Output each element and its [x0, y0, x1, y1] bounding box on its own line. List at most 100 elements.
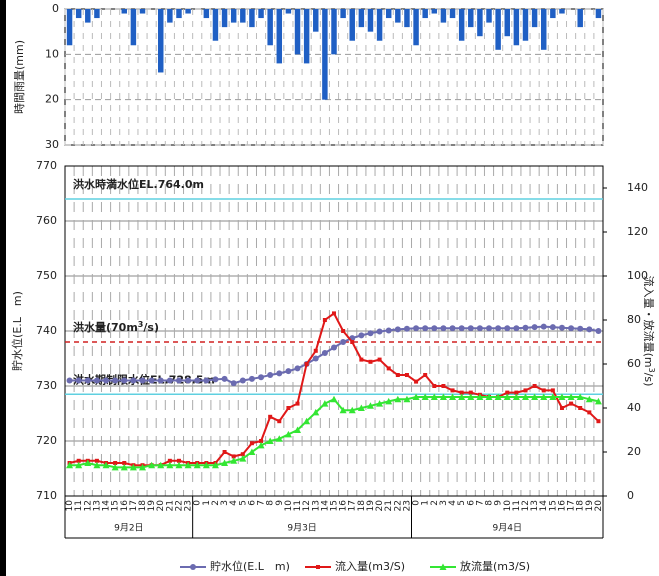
- series-line: [69, 311, 600, 467]
- marker: [358, 332, 365, 339]
- x-tick-label: 21: [165, 500, 175, 511]
- marker: [558, 324, 565, 331]
- y2-tick-label: 80: [627, 313, 641, 326]
- marker: [576, 393, 584, 400]
- marker: [587, 410, 592, 415]
- y-tick-label: 0: [52, 2, 59, 15]
- marker: [258, 374, 265, 381]
- y2-tick-label: 100: [627, 269, 648, 282]
- marker: [84, 377, 91, 384]
- marker: [202, 461, 210, 469]
- marker: [259, 439, 264, 443]
- y2-tick-label: 20: [627, 445, 641, 458]
- x-tick-label: 4: [229, 500, 239, 506]
- marker: [359, 357, 364, 362]
- marker: [75, 461, 83, 469]
- marker: [276, 370, 283, 377]
- marker: [385, 327, 392, 334]
- marker: [567, 393, 575, 400]
- marker: [348, 406, 356, 414]
- bar: [495, 9, 501, 50]
- marker: [321, 350, 328, 356]
- marker: [203, 377, 210, 384]
- marker: [285, 368, 292, 375]
- y2-axis-label-sup: 3: [648, 368, 657, 373]
- marker: [167, 458, 172, 463]
- bar: [376, 9, 383, 41]
- bar: [240, 9, 246, 23]
- marker: [331, 344, 337, 351]
- y-tick-label: 770: [36, 159, 57, 172]
- bar: [504, 9, 510, 37]
- marker: [503, 393, 511, 400]
- marker: [596, 419, 601, 424]
- marker: [512, 393, 520, 400]
- y-tick-label: 20: [45, 93, 59, 106]
- marker: [166, 377, 173, 384]
- bar: [230, 9, 237, 23]
- marker: [76, 458, 81, 463]
- marker: [294, 365, 301, 372]
- bar: [66, 9, 73, 46]
- bar: [458, 9, 465, 41]
- marker: [266, 437, 274, 444]
- x-tick-label: 11: [293, 500, 303, 511]
- marker: [184, 461, 192, 469]
- marker: [112, 377, 119, 384]
- y2-axis-label-part: /s): [642, 373, 655, 387]
- marker: [193, 461, 201, 469]
- marker: [422, 325, 429, 332]
- bar: [130, 9, 137, 46]
- x-tick-label: 12: [521, 500, 531, 511]
- x-tick-label: 3: [220, 500, 230, 506]
- marker: [194, 377, 201, 384]
- y-tick-label: 750: [36, 269, 57, 282]
- marker: [449, 393, 457, 400]
- marker: [595, 328, 602, 334]
- marker: [303, 417, 311, 425]
- bar: [559, 9, 565, 14]
- marker: [295, 401, 300, 406]
- marker: [423, 373, 428, 377]
- bar: [367, 9, 374, 32]
- marker: [121, 377, 128, 384]
- x-tick-label: 7: [257, 500, 267, 506]
- x-tick-label: 22: [393, 500, 403, 511]
- marker: [505, 390, 510, 395]
- marker: [122, 461, 127, 465]
- x-tick-label: 0: [193, 500, 203, 506]
- day-label: 9月3日: [287, 523, 316, 534]
- x-tick-label: 1: [421, 500, 431, 506]
- bar: [249, 9, 255, 28]
- marker: [221, 375, 228, 382]
- day-label: 9月4日: [493, 523, 522, 534]
- bar: [395, 9, 401, 23]
- marker: [550, 388, 555, 393]
- marker: [231, 454, 236, 459]
- marker: [403, 325, 410, 332]
- y-axis-label: 貯水位(E.L m): [10, 291, 24, 371]
- marker: [558, 393, 566, 400]
- marker: [286, 406, 291, 410]
- x-tick-label: 5: [238, 500, 248, 506]
- bar: [203, 9, 210, 19]
- y-tick-label: 760: [36, 214, 57, 227]
- marker: [514, 390, 519, 395]
- marker: [413, 325, 420, 332]
- x-tick-label: 9: [275, 500, 285, 506]
- marker: [312, 355, 319, 362]
- marker: [350, 340, 355, 344]
- x-tick-label: 12: [302, 500, 312, 511]
- marker: [394, 326, 401, 333]
- x-tick-label: 5: [457, 500, 467, 506]
- y2-tick-label: 140: [627, 181, 648, 194]
- marker: [120, 463, 128, 471]
- marker: [585, 395, 593, 403]
- bar: [313, 9, 319, 32]
- bar: [258, 9, 264, 19]
- x-tick-label: 16: [120, 500, 130, 512]
- x-tick-label: 20: [156, 500, 166, 512]
- marker: [93, 377, 100, 384]
- x-tick-label: 19: [366, 500, 376, 512]
- reference-label-sup: 3: [138, 320, 144, 329]
